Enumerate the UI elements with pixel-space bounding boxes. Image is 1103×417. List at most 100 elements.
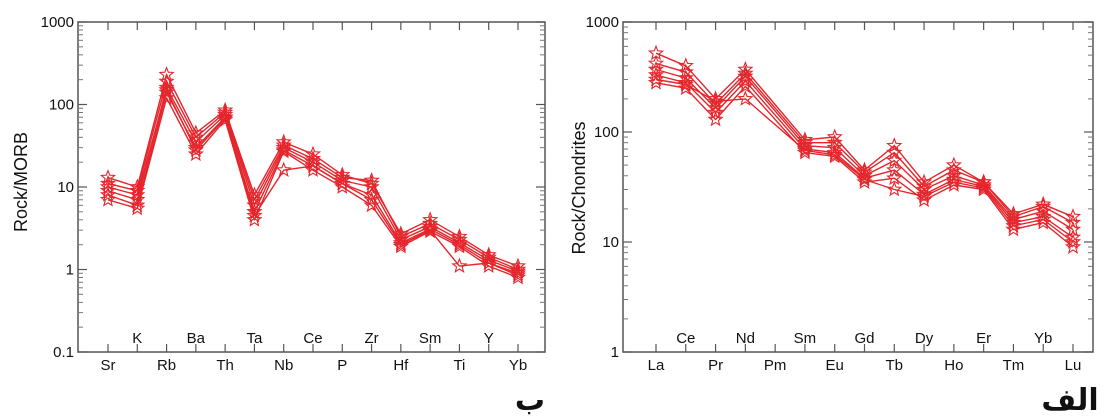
left-series-5-point bbox=[246, 211, 263, 227]
right-series-4-point bbox=[707, 104, 724, 120]
right-x-tick-label-eu: Eu bbox=[826, 357, 844, 374]
left-series-line-5 bbox=[107, 97, 519, 279]
right-x-tick-label-la: La bbox=[648, 357, 665, 374]
left-x-tick-label-ti: Ti bbox=[453, 357, 465, 374]
right-x-tick-label-lu: Lu bbox=[1065, 357, 1082, 374]
left-x-tick-label-sr: Sr bbox=[101, 357, 116, 374]
right-series-4-point bbox=[915, 186, 933, 202]
left-x-tick-label-zr: Zr bbox=[364, 330, 378, 347]
right-y-tick-label: 1000 bbox=[586, 14, 619, 31]
right-series-4-point bbox=[677, 74, 694, 90]
right-series-5-point bbox=[796, 144, 814, 160]
left-series-5-point bbox=[304, 161, 322, 178]
right-x-tick-label-pr: Pr bbox=[708, 357, 723, 374]
left-series-3-point bbox=[363, 178, 380, 194]
left-series-6-point bbox=[158, 81, 175, 97]
left-series-6-point bbox=[422, 221, 439, 238]
left-series-2-point bbox=[509, 260, 527, 277]
left-series-6-point bbox=[129, 186, 146, 202]
left-series-2-point bbox=[363, 171, 380, 188]
left-y-axis-label: Rock/MORB bbox=[11, 132, 31, 232]
left-series-6-point bbox=[334, 175, 351, 191]
right-series-6-point bbox=[826, 146, 843, 162]
right-series-6-point bbox=[1035, 211, 1052, 227]
right-x-tick-label-nd: Nd bbox=[736, 330, 755, 347]
right-y-tick-label: 100 bbox=[594, 124, 619, 141]
right-series-6-point bbox=[647, 70, 665, 87]
left-x-tick-label-nb: Nb bbox=[274, 357, 293, 374]
left-series-5-point bbox=[451, 237, 468, 254]
right-series-5-point bbox=[707, 110, 724, 127]
left-x-tick-label-k: K bbox=[132, 330, 142, 347]
right-series-line-5 bbox=[655, 82, 1074, 248]
right-series-6-point bbox=[886, 180, 903, 197]
left-series-1-point bbox=[304, 145, 322, 162]
right-series-1-point bbox=[886, 137, 903, 153]
panel-right: Rock/Chondrites 1 10 100 1000 La Ce Pr Nd Pm Sm Eu… bbox=[569, 14, 1099, 417]
right-series-6-point bbox=[856, 170, 873, 187]
left-y-tick-label: 100 bbox=[49, 97, 74, 114]
left-x-tick-label-y: Y bbox=[484, 330, 494, 347]
left-series-5-point bbox=[129, 199, 146, 216]
right-axis-ticks: 1 10 100 1000 La Ce Pr Nd Pm Sm Eu Gd Tb Dy Ho Er Tm Yb Lu bbox=[586, 14, 1093, 374]
right-series-6-point bbox=[915, 187, 933, 204]
right-series-5-point bbox=[737, 77, 754, 94]
left-x-tick-label-ba: Ba bbox=[187, 330, 206, 347]
left-x-tick-label-rb: Rb bbox=[157, 357, 176, 374]
right-series-4-point bbox=[737, 72, 754, 89]
right-x-tick-label-pm: Pm bbox=[764, 357, 787, 374]
right-series-line-1 bbox=[655, 52, 1074, 218]
right-y-tick-label: 10 bbox=[602, 234, 619, 251]
left-series-4-point bbox=[99, 186, 117, 202]
right-series-2-point bbox=[1064, 214, 1082, 230]
right-series-6-point bbox=[796, 141, 814, 158]
right-x-tick-label-ho: Ho bbox=[944, 357, 963, 374]
right-series-5-point bbox=[856, 173, 873, 190]
left-series-4-point bbox=[158, 83, 175, 100]
left-series-3-point bbox=[509, 262, 527, 279]
left-x-tick-label-sm: Sm bbox=[419, 330, 442, 347]
right-series-5-point bbox=[677, 79, 694, 96]
right-x-tick-label-tm: Tm bbox=[1003, 357, 1025, 374]
right-series-4-point bbox=[647, 66, 665, 82]
right-x-tick-label-gd: Gd bbox=[854, 330, 874, 347]
right-series-6-point bbox=[945, 173, 962, 190]
right-series-5-point bbox=[1064, 238, 1082, 254]
left-y-tick-label: 10 bbox=[57, 179, 74, 196]
right-x-tick-label-yb: Yb bbox=[1034, 330, 1052, 347]
right-x-tick-label-er: Er bbox=[976, 330, 991, 347]
right-x-tick-label-dy: Dy bbox=[915, 330, 934, 347]
right-series-6-point bbox=[737, 90, 754, 106]
right-x-tick-label-sm: Sm bbox=[794, 330, 817, 347]
left-series-5-point bbox=[509, 268, 527, 285]
right-x-tick-label-tb: Tb bbox=[886, 357, 904, 374]
left-series-5-point bbox=[275, 142, 292, 159]
right-series-6-point bbox=[677, 76, 694, 92]
left-y-tick-label: 1 bbox=[66, 262, 74, 279]
right-series-1-point bbox=[737, 60, 754, 77]
left-y-tick-label: 1000 bbox=[41, 14, 74, 31]
left-y-tick-label: 0.1 bbox=[53, 344, 74, 361]
right-series-6-point bbox=[1064, 233, 1082, 249]
left-series-5-point bbox=[158, 89, 175, 105]
left-series-6-point bbox=[480, 254, 497, 270]
left-x-tick-label-ce: Ce bbox=[303, 330, 322, 347]
left-series-4-point bbox=[509, 264, 527, 281]
left-panel-label: ب bbox=[515, 383, 545, 417]
left-series-6-point bbox=[99, 178, 117, 194]
left-series-6-point bbox=[187, 141, 204, 158]
right-y-axis-label: Rock/Chondrites bbox=[569, 121, 589, 254]
left-x-tick-label-th: Th bbox=[216, 357, 234, 374]
right-y-tick-label: 1 bbox=[611, 344, 619, 361]
right-series-5-point bbox=[915, 191, 933, 208]
left-series-5-point bbox=[334, 178, 351, 194]
left-series-5-point bbox=[99, 191, 117, 207]
left-series-6-point bbox=[451, 257, 468, 273]
left-series-1-point bbox=[158, 66, 175, 82]
right-plot-frame bbox=[622, 21, 1094, 353]
left-axis-ticks: 0.1 1 10 100 1000 Sr K Rb Ba Th Ta Nb Ce P Zr Hf Sm Ti Y Yb bbox=[41, 14, 545, 374]
panel-left: Rock/MORB 0.1 1 10 100 1000 Sr K Rb Ba Th Ta Nb Ce PZ… bbox=[11, 14, 546, 417]
right-series-4-point bbox=[886, 161, 903, 178]
left-series-6-point bbox=[509, 266, 527, 283]
